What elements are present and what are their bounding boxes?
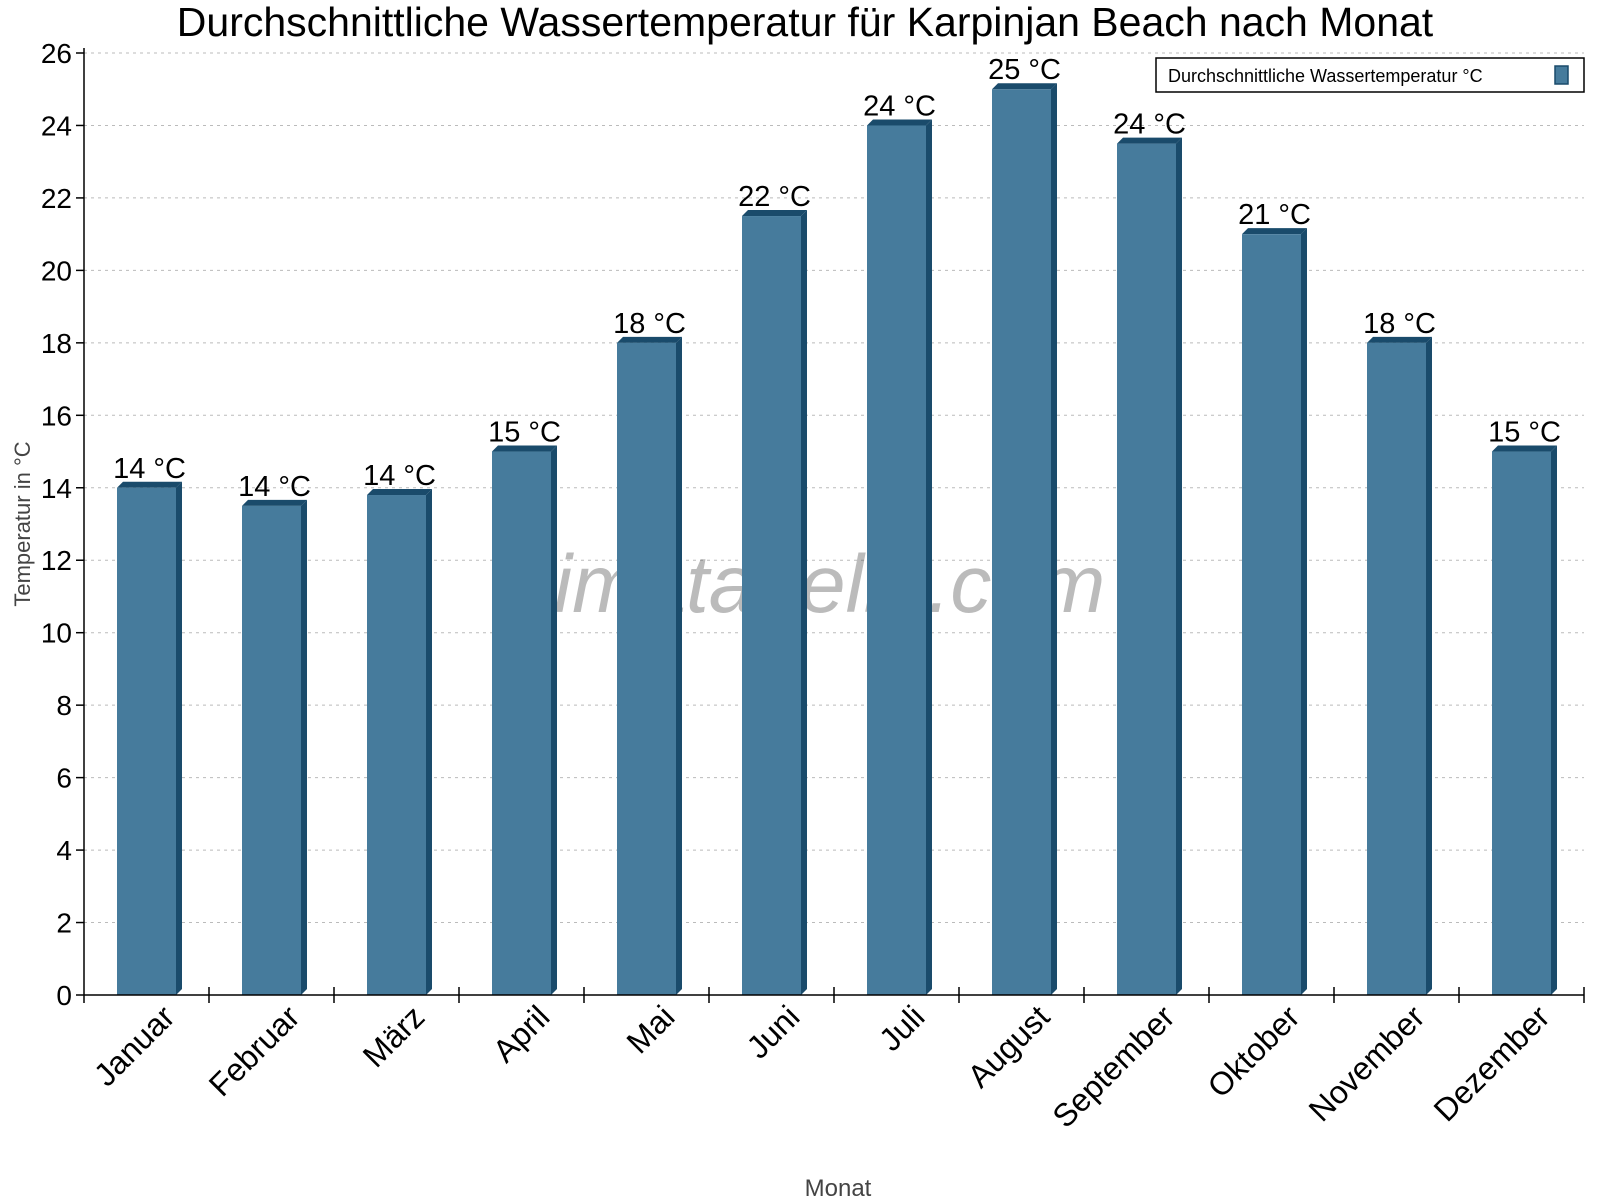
y-axis-label: Temperatur in °C	[10, 441, 35, 606]
x-tick-label: Februar	[202, 998, 307, 1103]
bar-group: 14 °C	[113, 453, 186, 995]
x-tick-label: Januar	[87, 998, 182, 1093]
bar	[742, 216, 801, 996]
bar-side	[1551, 445, 1557, 995]
legend-swatch	[1554, 65, 1569, 85]
bar-top	[1242, 228, 1307, 235]
data-label: 25 °C	[988, 54, 1061, 86]
bar-group: 14 °C	[238, 471, 311, 995]
y-tick-label: 12	[41, 545, 72, 576]
bar-side	[176, 481, 182, 995]
x-axis-label: Monat	[805, 1175, 872, 1200]
bar	[992, 89, 1051, 995]
bar-top	[367, 489, 432, 496]
data-label: 22 °C	[738, 181, 811, 213]
y-tick-label: 22	[41, 183, 72, 214]
y-tick-label: 26	[41, 38, 72, 69]
bar	[1242, 234, 1301, 996]
bar-side	[426, 489, 432, 995]
x-tick-label: Dezember	[1427, 998, 1557, 1128]
y-tick-label: 18	[41, 328, 72, 359]
bar-top	[117, 481, 182, 488]
bar-top	[742, 210, 807, 217]
bar-group: 18 °C	[613, 308, 686, 995]
y-tick-label: 0	[56, 980, 72, 1011]
bar-side	[926, 119, 932, 995]
data-label: 24 °C	[1113, 109, 1186, 141]
bar-side	[676, 336, 682, 995]
bar-side	[1176, 137, 1182, 996]
bar-group: 15 °C	[1488, 417, 1561, 995]
bar	[617, 342, 676, 995]
legend: Durchschnittliche Wassertemperatur °C	[1155, 57, 1585, 93]
chart-title: Durchschnittliche Wassertemperatur für K…	[177, 0, 1434, 45]
y-tick-label: 8	[56, 690, 72, 721]
bar-top	[242, 499, 307, 506]
data-label: 14 °C	[363, 460, 436, 492]
data-label: 18 °C	[613, 308, 686, 340]
y-tick-label: 16	[41, 400, 72, 431]
bar-side	[551, 445, 557, 995]
bar-side	[801, 210, 807, 996]
bar-group: 24 °C	[1113, 109, 1186, 996]
y-tick-label: 20	[41, 255, 72, 286]
x-tick-label: September	[1045, 998, 1181, 1134]
data-label: 24 °C	[863, 90, 936, 122]
y-tick-label: 6	[56, 763, 72, 794]
x-tick-label: November	[1302, 998, 1432, 1128]
y-tick-label: 14	[41, 473, 72, 504]
bar-side	[1301, 228, 1307, 996]
legend-label: Durchschnittliche Wassertemperatur °C	[1168, 66, 1483, 86]
y-tick-label: 4	[56, 835, 72, 866]
bar	[117, 487, 176, 995]
x-tick-label: März	[356, 998, 432, 1074]
data-label: 14 °C	[238, 471, 311, 503]
bar	[867, 125, 926, 995]
x-tick-label: Juli	[872, 998, 931, 1057]
bar	[367, 495, 426, 995]
y-tick-label: 24	[41, 110, 72, 141]
data-label: 14 °C	[113, 453, 186, 485]
bar	[1117, 143, 1176, 996]
bar-side	[301, 499, 307, 995]
y-tick-label: 2	[56, 908, 72, 939]
bar-top	[992, 83, 1057, 90]
bar-group: 14 °C	[363, 460, 436, 995]
bar-side	[1051, 83, 1057, 995]
bar-top	[492, 445, 557, 452]
data-label: 18 °C	[1363, 308, 1436, 340]
y-tick-label: 10	[41, 618, 72, 649]
x-tick-label: April	[486, 998, 557, 1069]
bar-top	[1367, 336, 1432, 343]
bar	[492, 451, 551, 995]
bar-group: 24 °C	[863, 90, 936, 995]
x-tick-label: August	[961, 998, 1057, 1094]
bar-top	[617, 336, 682, 343]
x-tick-label: Oktober	[1201, 998, 1307, 1104]
bar	[242, 505, 301, 995]
bar-group: 15 °C	[488, 417, 561, 995]
bar-group: 21 °C	[1238, 199, 1311, 996]
bar	[1367, 342, 1426, 995]
bar-group: 22 °C	[738, 181, 811, 996]
bar	[1492, 451, 1551, 995]
data-label: 15 °C	[1488, 417, 1561, 449]
x-tick-label: Mai	[620, 998, 682, 1060]
data-label: 21 °C	[1238, 199, 1311, 231]
bar-top	[867, 119, 932, 126]
bar-group: 18 °C	[1363, 308, 1436, 995]
data-label: 15 °C	[488, 417, 561, 449]
bar-side	[1426, 336, 1432, 995]
bar-group: 25 °C	[988, 54, 1061, 995]
bar-top	[1117, 137, 1182, 144]
x-tick-label: Juni	[739, 998, 806, 1065]
bar-top	[1492, 445, 1557, 452]
